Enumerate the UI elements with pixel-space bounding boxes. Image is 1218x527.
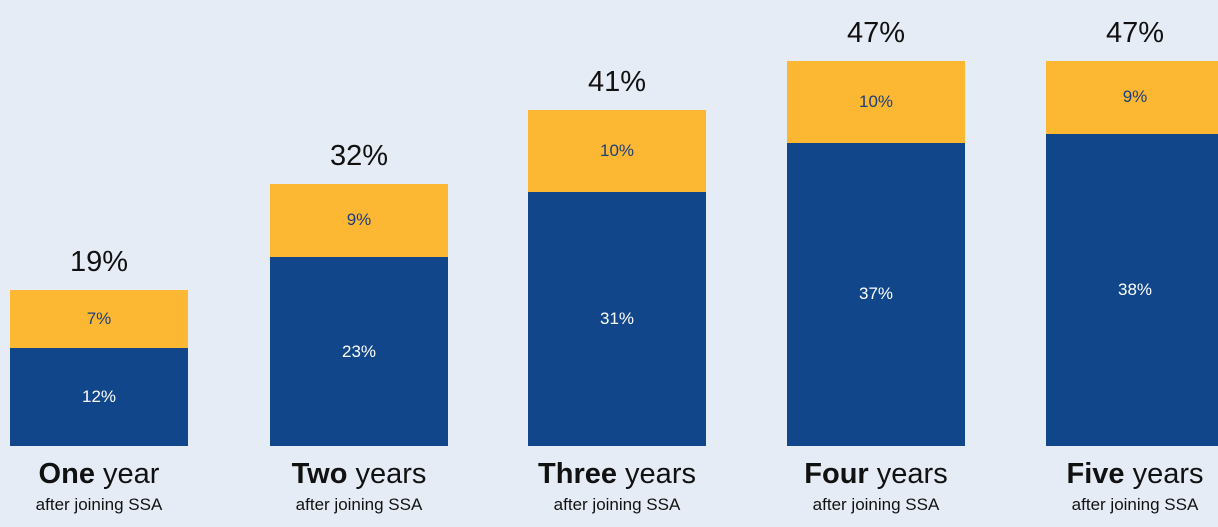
category-sublabel: after joining SSA <box>295 494 423 514</box>
category-label-bold: Five <box>1066 458 1125 490</box>
bar-segment-top: 7% <box>10 290 188 348</box>
category-label-unit: years <box>617 458 696 490</box>
bar-segment-top: 9% <box>270 183 448 258</box>
bar-segment-base-label: 23% <box>341 341 377 361</box>
category-label: Five years after joining SSA <box>1035 458 1218 515</box>
bar-total-label: 32% <box>329 139 389 172</box>
bar-segment-base-label: 38% <box>1117 280 1153 300</box>
category-label-unit: years <box>1124 458 1204 490</box>
bar-segment-top: 10% <box>528 109 706 192</box>
category-label-unit: years <box>868 458 948 490</box>
bar-segment-base-label: 37% <box>858 284 894 304</box>
category-label-bold: Two <box>291 458 348 490</box>
category-sublabel: after joining SSA <box>812 494 940 514</box>
category-label: One year after joining SSA <box>0 458 199 515</box>
bar-segment-base: 31% <box>528 191 706 446</box>
bar-total-label: 47% <box>846 16 906 49</box>
bar-segment-base-label: 12% <box>81 386 117 406</box>
bar-segment-top-label: 9% <box>346 210 372 230</box>
category-sublabel: after joining SSA <box>35 494 163 514</box>
bar-segment-base: 23% <box>270 257 448 446</box>
bar-segment-top: 10% <box>787 60 965 143</box>
bar-segment-top: 9% <box>1046 60 1218 135</box>
category-label: Two years after joining SSA <box>259 458 459 515</box>
bar-segment-base: 37% <box>787 142 965 446</box>
bar-segment-base: 38% <box>1046 134 1218 446</box>
bar-segment-top-label: 9% <box>1122 87 1148 107</box>
bar-segment-top-label: 7% <box>86 308 112 328</box>
category-sublabel: after joining SSA <box>1071 494 1199 514</box>
category-label: Four years after joining SSA <box>776 458 976 515</box>
category-label-bold: Three <box>538 458 617 490</box>
category-label-unit: year <box>94 458 160 490</box>
bar-segment-top-label: 10% <box>858 91 894 111</box>
bar-total-label: 19% <box>69 246 129 279</box>
bar-segment-top-label: 10% <box>599 140 635 160</box>
bar-segment-base: 12% <box>10 347 188 446</box>
category-label: Three years after joining SSA <box>517 458 717 515</box>
category-label-bold: One <box>38 458 95 490</box>
category-label-unit: years <box>347 458 427 490</box>
bar-segment-base-label: 31% <box>599 308 635 328</box>
category-sublabel: after joining SSA <box>553 494 681 514</box>
bar-total-label: 41% <box>587 65 647 98</box>
bar-total-label: 47% <box>1105 16 1165 49</box>
category-label-bold: Four <box>804 458 869 490</box>
